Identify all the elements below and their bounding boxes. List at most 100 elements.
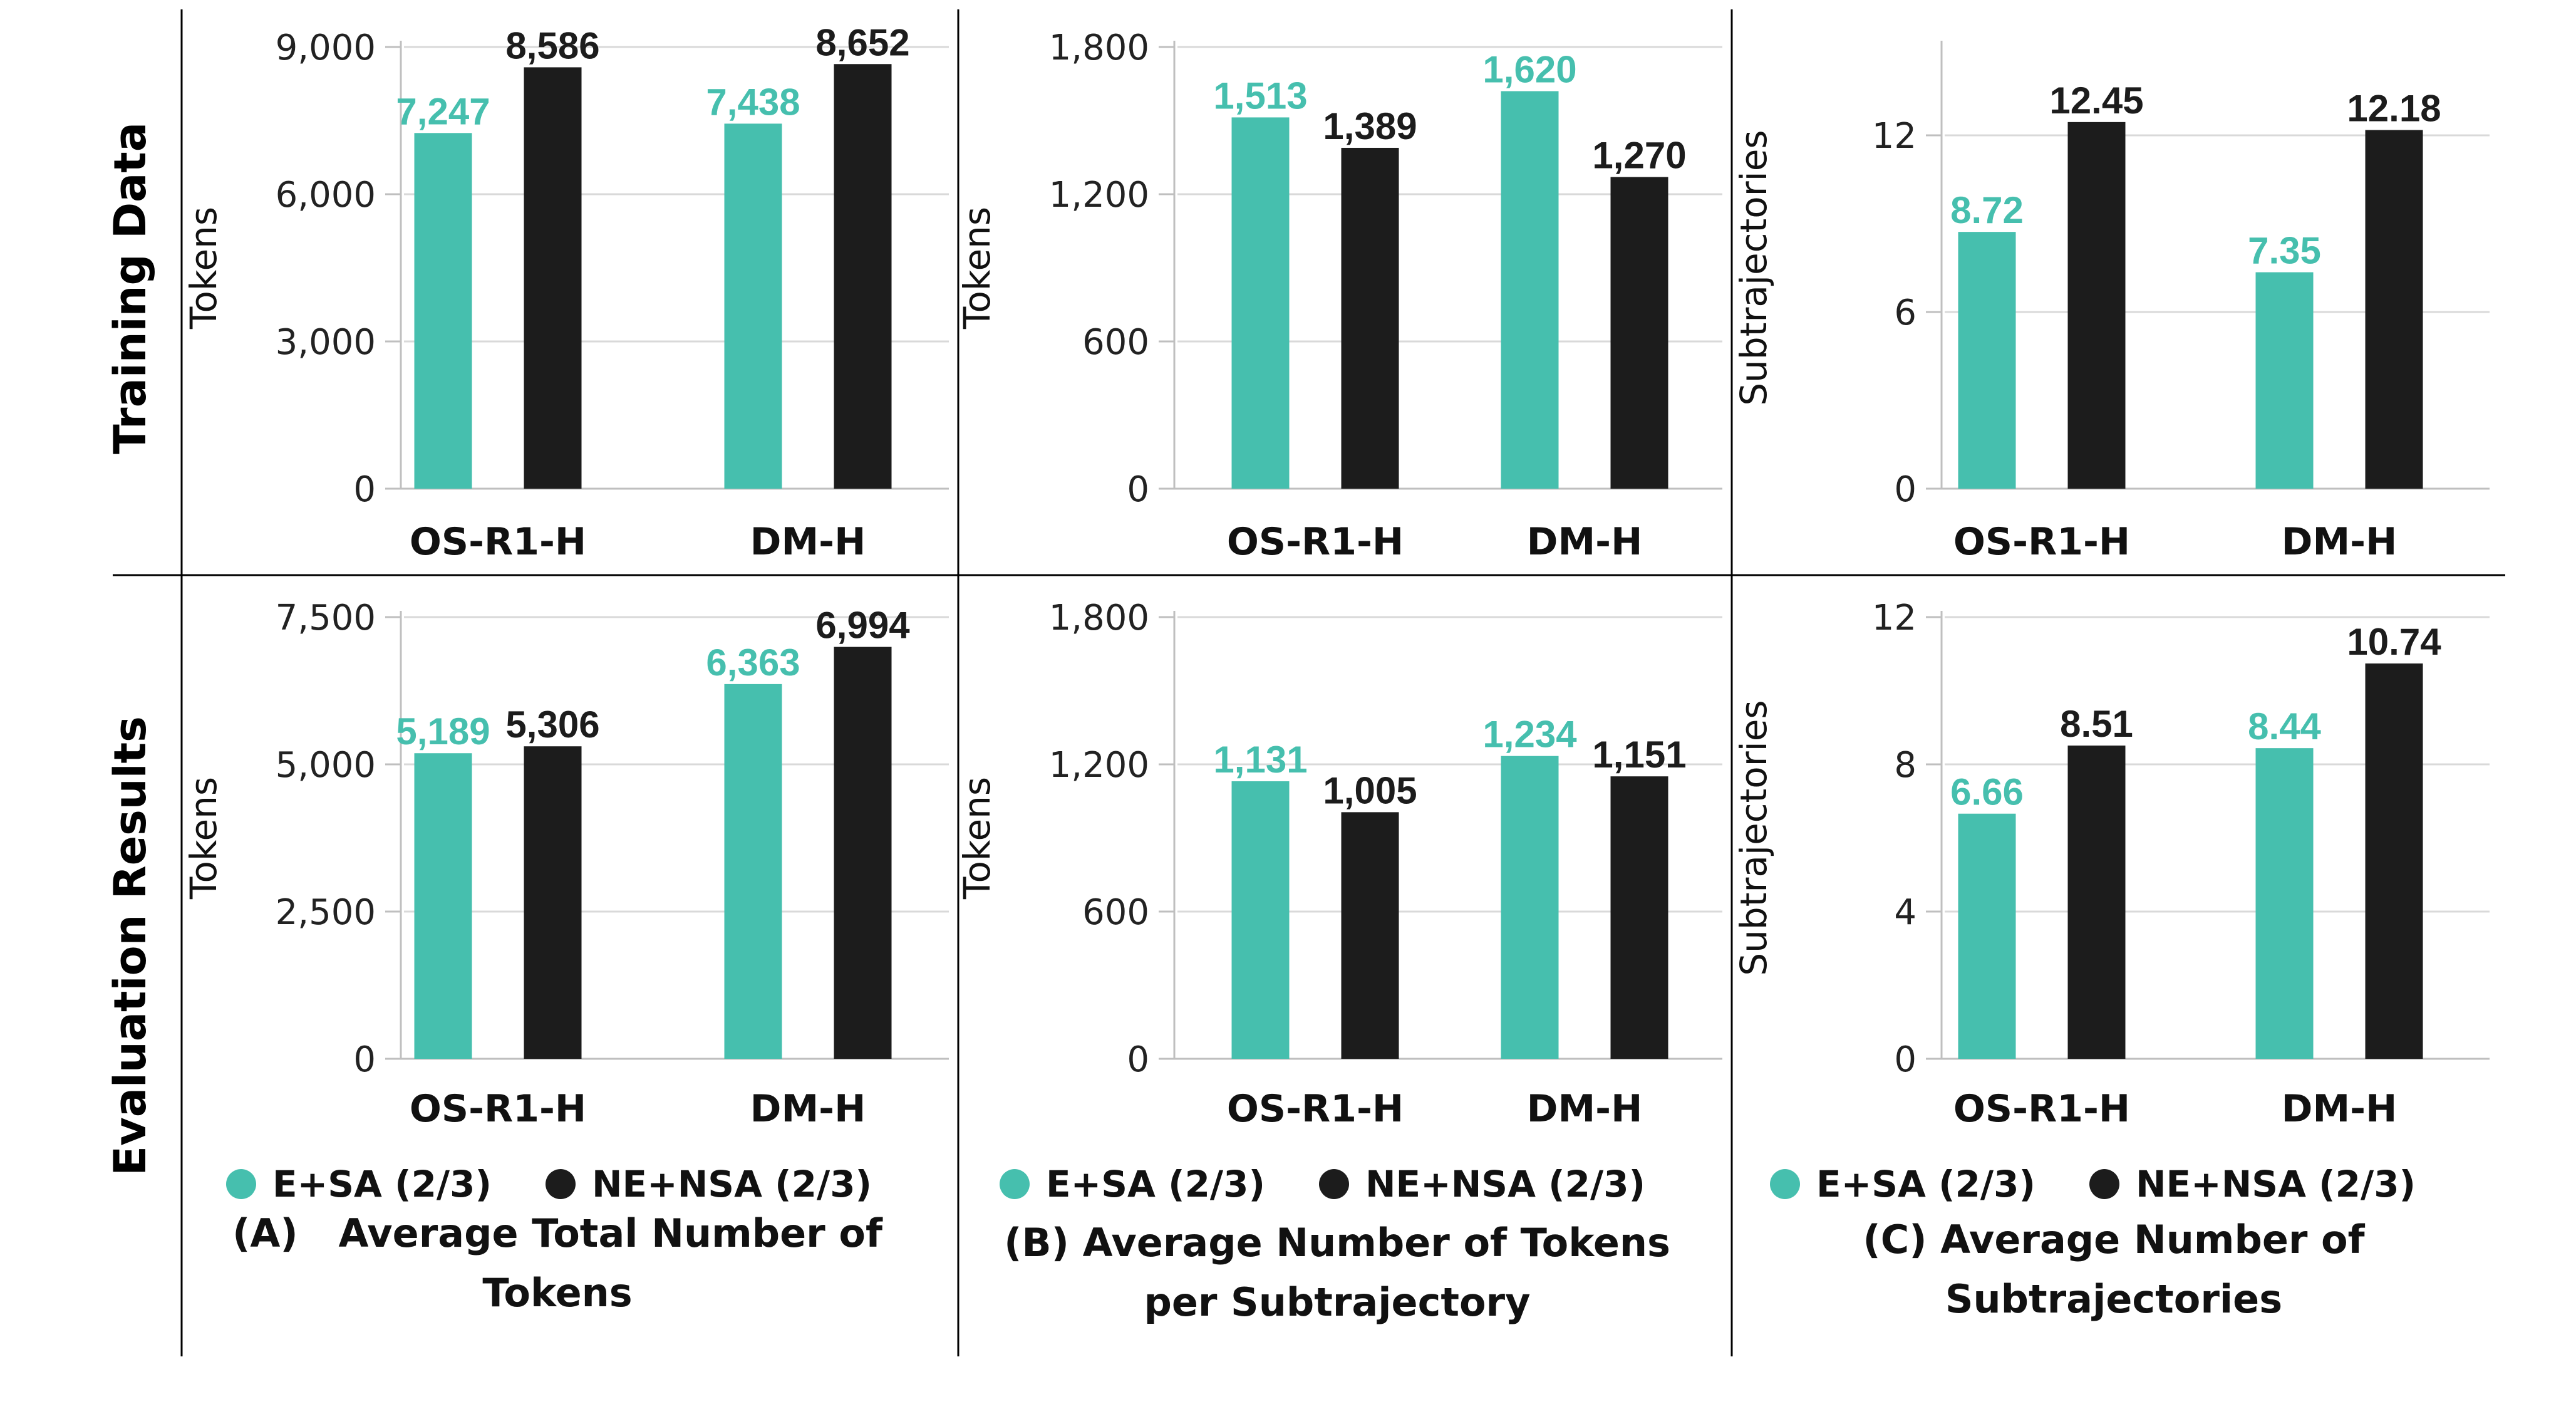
data-label-esa: 1,234 (1482, 714, 1577, 756)
data-label-esa: 8.72 (1950, 189, 2024, 231)
y-tick-label: 0 (1894, 1039, 1916, 1080)
x-category-label: OS-R1-H (1953, 520, 2130, 564)
data-label-nensa: 1,270 (1592, 135, 1686, 177)
caption-2-line-1: Subtrajectories (1945, 1276, 2282, 1322)
bar-nensa-dm-h (1610, 776, 1668, 1059)
y-tick-label: 600 (1082, 322, 1149, 363)
data-label-nensa: 12.45 (2049, 80, 2143, 122)
row-label-1: Evaluation Results (105, 716, 156, 1176)
y-tick-label: 2,500 (276, 892, 376, 933)
bar-esa-dm-h (2255, 748, 2314, 1059)
caption-0-line-1: Tokens (482, 1270, 632, 1316)
legend-swatch-esa (226, 1169, 256, 1199)
data-label-esa: 7,247 (396, 90, 490, 132)
row-label-0: Training Data (105, 122, 156, 454)
y-axis-label: Tokens (956, 777, 998, 900)
y-tick-label: 4 (1894, 892, 1916, 933)
legend-label-nensa: NE+NSA (2/3) (1365, 1163, 1645, 1205)
y-tick-label: 9,000 (276, 28, 376, 68)
x-category-label: DM-H (750, 520, 866, 564)
chart-1-2: 0 4 8 12 Subtrajectories 6.66 8.51 OS-R1-H 8.44 1… (1732, 598, 2490, 1131)
y-tick-label: 6 (1894, 293, 1916, 333)
legend-swatch-esa (1000, 1169, 1030, 1199)
bar-esa-os-r1-h (1231, 781, 1290, 1059)
x-category-label: DM-H (1527, 520, 1643, 564)
y-tick-label: 0 (353, 1039, 376, 1080)
legend-swatch-nensa (1319, 1169, 1349, 1199)
x-category-label: DM-H (750, 1087, 866, 1131)
bar-nensa-os-r1-h (1341, 812, 1399, 1059)
data-label-nensa: 1,005 (1323, 769, 1417, 811)
bar-esa-dm-h (2255, 272, 2314, 489)
bar-esa-dm-h (724, 684, 782, 1059)
legends: E+SA (2/3) NE+NSA (2/3) E+SA (2/3) NE+NSA (… (226, 1163, 2416, 1205)
y-axis-label: Subtrajectories (1732, 700, 1775, 975)
bar-nensa-os-r1-h (2067, 122, 2126, 489)
x-category-label: DM-H (1527, 1087, 1643, 1131)
bar-nensa-dm-h (834, 64, 892, 489)
x-category-label: OS-R1-H (1953, 1087, 2130, 1131)
bar-esa-dm-h (724, 123, 782, 489)
chart-0-0: 0 3,000 6,000 9,000 Tokens 7,247 8,586 OS-R1-H 7… (182, 21, 949, 564)
y-axis-label: Tokens (956, 207, 998, 330)
data-label-nensa: 8,652 (815, 21, 909, 63)
data-label-esa: 5,189 (396, 710, 490, 752)
data-label-nensa: 1,389 (1323, 105, 1417, 147)
data-label-nensa: 8,586 (505, 24, 599, 66)
data-label-esa: 7,438 (706, 81, 800, 123)
chart-0-1: 0 600 1,200 1,800 Tokens 1,513 1,389 OS-R1-H 1,6… (956, 28, 1722, 564)
x-category-label: OS-R1-H (410, 520, 586, 564)
y-tick-label: 3,000 (276, 322, 376, 363)
bar-nensa-dm-h (834, 647, 892, 1059)
y-tick-label: 6,000 (276, 175, 376, 216)
legend-2: E+SA (2/3) NE+NSA (2/3) (1770, 1163, 2416, 1205)
y-tick-label: 0 (1127, 469, 1149, 510)
chart-1-1: 0 600 1,200 1,800 Tokens 1,131 1,005 OS-R1-H 1,2… (956, 598, 1722, 1131)
bar-nensa-dm-h (2365, 130, 2423, 489)
legend-swatch-nensa (2089, 1169, 2119, 1199)
captions: (A) Average Total Number of Tokens (B) Ave… (232, 1210, 2366, 1325)
bar-esa-os-r1-h (414, 753, 472, 1059)
data-label-esa: 1,620 (1482, 49, 1576, 91)
legend-swatch-nensa (546, 1169, 576, 1199)
data-label-nensa: 5,306 (505, 704, 599, 746)
y-tick-label: 0 (1894, 469, 1916, 510)
legend-label-nensa: NE+NSA (2/3) (592, 1163, 872, 1205)
chart-1-0: 0 2,500 5,000 7,500 Tokens 5,189 5,306 OS-R1-H 6… (182, 598, 949, 1131)
y-tick-label: 1,800 (1049, 28, 1149, 68)
bar-nensa-dm-h (1610, 177, 1668, 489)
y-tick-label: 0 (353, 469, 376, 510)
legend-label-esa: E+SA (2/3) (1816, 1163, 2035, 1205)
data-label-nensa: 1,151 (1592, 734, 1686, 776)
y-axis-label: Tokens (182, 207, 225, 330)
data-label-esa: 6.66 (1950, 771, 2024, 813)
data-label-esa: 1,513 (1213, 75, 1307, 117)
x-category-label: DM-H (2282, 1087, 2398, 1131)
bar-nensa-os-r1-h (1341, 147, 1399, 489)
y-tick-label: 1,200 (1049, 175, 1149, 216)
caption-2-line-0: (C) Average Number of (1863, 1217, 2365, 1262)
bar-esa-os-r1-h (1958, 813, 2016, 1059)
caption-1-line-1: per Subtrajectory (1144, 1279, 1530, 1325)
bar-nensa-os-r1-h (2067, 746, 2126, 1059)
bar-esa-os-r1-h (1958, 232, 2016, 489)
legend-label-esa: E+SA (2/3) (272, 1163, 492, 1205)
bar-esa-dm-h (1501, 91, 1559, 489)
y-axis-label: Subtrajectories (1732, 130, 1775, 405)
bar-nensa-dm-h (2365, 663, 2423, 1059)
y-tick-label: 12 (1872, 598, 1916, 638)
data-label-esa: 1,131 (1213, 739, 1307, 781)
caption-1-line-0: (B) Average Number of Tokens (1004, 1220, 1670, 1266)
legend-label-esa: E+SA (2/3) (1046, 1163, 1265, 1205)
y-axis-label: Tokens (182, 777, 225, 900)
x-category-label: OS-R1-H (1227, 520, 1404, 564)
bar-nensa-os-r1-h (524, 746, 582, 1059)
charts: 0 3,000 6,000 9,000 Tokens 7,247 8,586 OS-R1-H 7… (182, 21, 2490, 1131)
y-tick-label: 5,000 (276, 745, 376, 786)
row-labels: Training Data Evaluation Results (105, 122, 156, 1176)
data-label-nensa: 6,994 (815, 605, 910, 647)
legend-1: E+SA (2/3) NE+NSA (2/3) (1000, 1163, 1645, 1205)
y-tick-label: 8 (1894, 745, 1916, 786)
x-category-label: DM-H (2282, 520, 2398, 564)
